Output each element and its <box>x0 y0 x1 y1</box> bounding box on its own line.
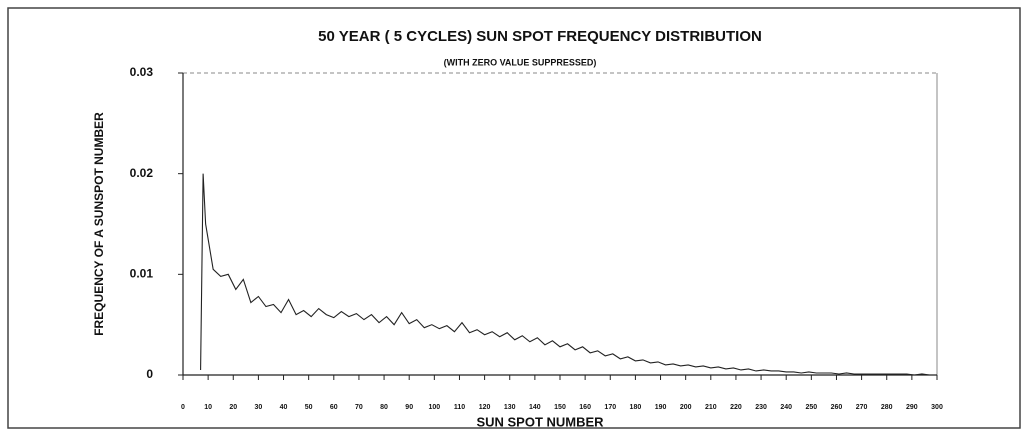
x-tick-label: 70 <box>355 404 363 411</box>
x-tick-label: 300 <box>931 404 943 411</box>
x-tick-label: 270 <box>856 404 868 411</box>
x-tick-label: 100 <box>428 404 440 411</box>
y-tick-label: 0.01 <box>130 267 154 281</box>
x-tick-label: 180 <box>630 404 642 411</box>
data-line <box>200 173 937 376</box>
x-tick-label: 110 <box>454 404 465 411</box>
x-tick-label: 140 <box>529 404 541 411</box>
y-axis-label: FREQUENCY OF A SUNSPOT NUMBER <box>92 112 106 336</box>
x-tick-label: 160 <box>579 404 591 411</box>
x-tick-label: 20 <box>229 404 237 411</box>
x-tick-label: 260 <box>831 404 843 411</box>
x-tick-label: 200 <box>680 404 692 411</box>
x-tick-label: 290 <box>906 404 918 411</box>
chart-title: 50 YEAR ( 5 CYCLES) SUN SPOT FREQUENCY D… <box>318 28 762 45</box>
y-tick-label: 0.02 <box>130 166 154 180</box>
x-tick-label: 280 <box>881 404 893 411</box>
x-tick-label: 60 <box>330 404 338 411</box>
x-tick-label: 190 <box>655 404 667 411</box>
x-tick-label: 40 <box>280 404 288 411</box>
chart-subtitle: (WITH ZERO VALUE SUPPRESSED) <box>444 57 597 67</box>
frame <box>7 7 1021 429</box>
x-tick-label: 30 <box>255 404 263 411</box>
x-tick-label: 250 <box>805 404 817 411</box>
x-tick-label: 240 <box>780 404 792 411</box>
x-tick-label: 120 <box>479 404 491 411</box>
x-tick-label: 130 <box>504 404 516 411</box>
x-tick-label: 0 <box>181 404 185 411</box>
x-tick-label: 50 <box>305 404 313 411</box>
y-tick-label: 0.03 <box>130 65 154 79</box>
x-axis-label: SUN SPOT NUMBER <box>476 414 604 429</box>
x-tick-label: 220 <box>730 404 742 411</box>
x-tick-label: 210 <box>705 404 717 411</box>
x-tick-label: 90 <box>405 404 413 411</box>
x-tick-label: 230 <box>755 404 767 411</box>
y-tick-label: 0 <box>146 367 153 381</box>
x-tick-label: 80 <box>380 404 388 411</box>
x-tick-label: 170 <box>604 404 616 411</box>
x-tick-label: 10 <box>204 404 212 411</box>
x-tick-label: 150 <box>554 404 566 411</box>
